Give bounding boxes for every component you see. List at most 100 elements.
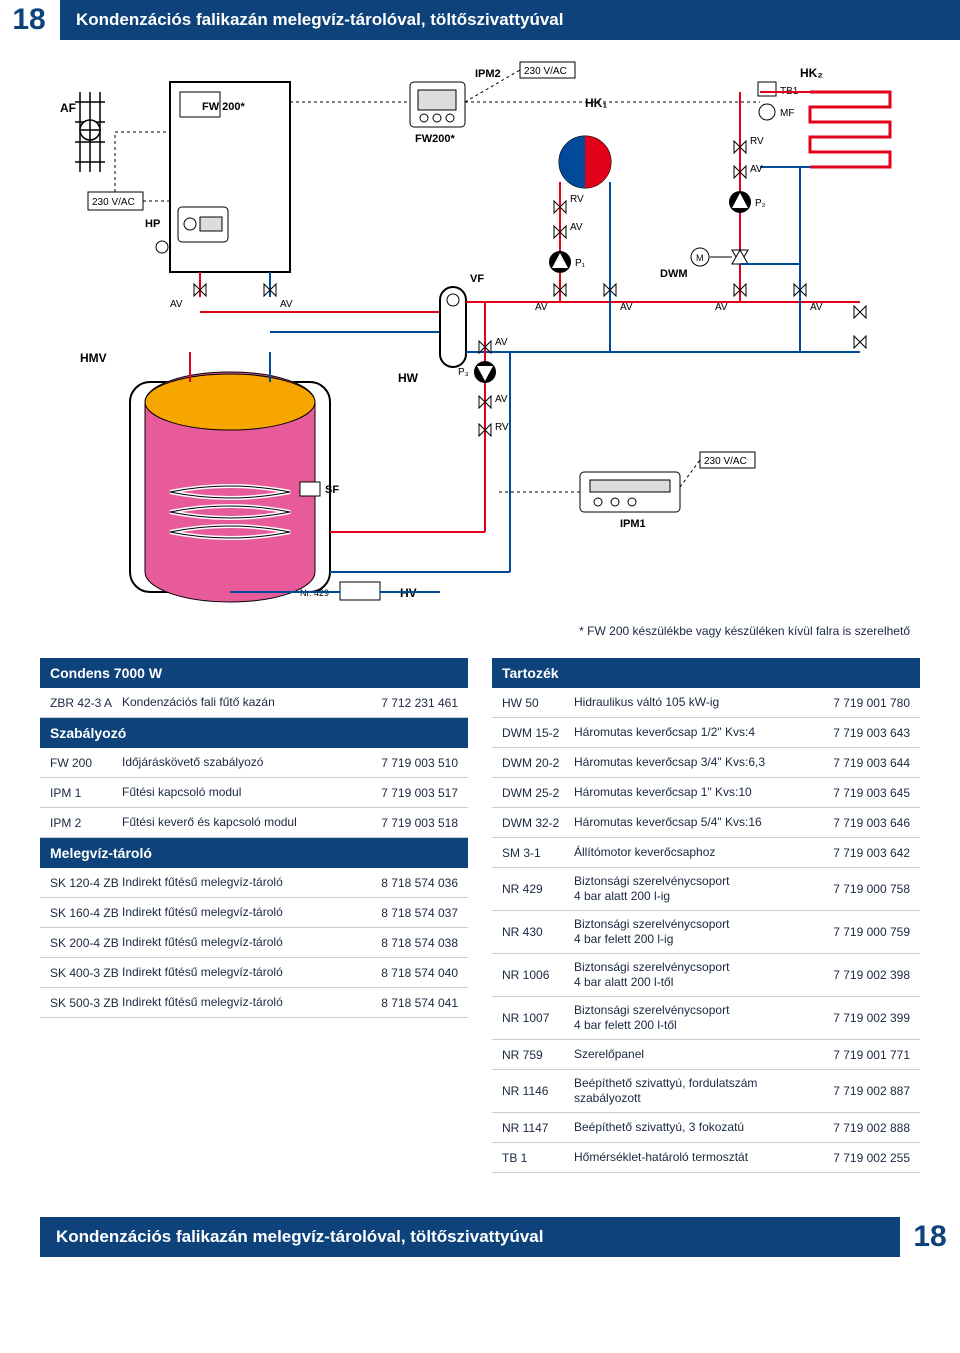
row-description: Biztonsági szerelvénycsoport 4 bar alatt… <box>574 960 818 990</box>
table-row: FW 200Időjáráskövető szabályozó7 719 003… <box>40 748 468 778</box>
table-row: SM 3-1Állítómotor keverőcsaphoz7 719 003… <box>492 838 920 868</box>
row-code: NR 429 <box>502 882 574 896</box>
row-description: Fűtési keverő és kapcsoló modul <box>122 815 366 830</box>
row-partnumber: 7 719 000 759 <box>818 925 910 939</box>
diag-label-av5: AV <box>620 302 633 313</box>
diag-label-av6: AV <box>750 164 763 175</box>
svg-text:M: M <box>696 253 704 263</box>
row-description: Indirekt fűtésű melegvíz-tároló <box>122 875 366 890</box>
table-row: NR 1146Beépíthető szivattyú, fordulatszá… <box>492 1070 920 1113</box>
diag-label-hk1: HK₁ <box>585 96 607 110</box>
row-partnumber: 7 719 003 645 <box>818 786 910 800</box>
diag-label-av3: AV <box>570 222 583 233</box>
diag-label-ipm1: IPM1 <box>620 518 646 530</box>
page-number-top: 18 <box>0 0 60 40</box>
row-description: Biztonsági szerelvénycsoport 4 bar alatt… <box>574 874 818 904</box>
row-description: Háromutas keverőcsap 5/4" Kvs:16 <box>574 815 818 830</box>
row-description: Fűtési kapcsoló modul <box>122 785 366 800</box>
row-code: DWM 32-2 <box>502 816 574 830</box>
row-partnumber: 7 719 003 642 <box>818 846 910 860</box>
row-partnumber: 7 719 002 888 <box>818 1121 910 1135</box>
row-code: SM 3-1 <box>502 846 574 860</box>
row-description: Állítómotor keverőcsaphoz <box>574 845 818 860</box>
row-partnumber: 7 719 003 510 <box>366 756 458 770</box>
diag-label-p1: P₁ <box>575 258 586 269</box>
row-partnumber: 7 719 003 646 <box>818 816 910 830</box>
diagram-footnote: * FW 200 készülékbe vagy készüléken kívü… <box>0 620 960 658</box>
row-description: Indirekt fűtésű melegvíz-tároló <box>122 965 366 980</box>
table-row: SK 120-4 ZBIndirekt fűtésű melegvíz-táro… <box>40 868 468 898</box>
table-row: SK 400-3 ZBIndirekt fűtésű melegvíz-táro… <box>40 958 468 988</box>
table-row: IPM 2Fűtési keverő és kapcsoló modul7 71… <box>40 808 468 838</box>
row-partnumber: 7 719 002 255 <box>818 1151 910 1165</box>
table-row: DWM 32-2Háromutas keverőcsap 5/4" Kvs:16… <box>492 808 920 838</box>
row-description: Biztonsági szerelvénycsoport 4 bar felet… <box>574 917 818 947</box>
table-section-header: Tartozék <box>492 658 920 688</box>
row-code: SK 500-3 ZB <box>50 996 122 1010</box>
row-description: Beépíthető szivattyú, 3 fokozatú <box>574 1120 818 1135</box>
diag-label-hp: HP <box>145 218 160 230</box>
diag-label-sf: SF <box>325 484 339 496</box>
row-partnumber: 7 719 002 399 <box>818 1011 910 1025</box>
diag-label-av1: AV <box>170 299 183 310</box>
diag-label-fw200a: FW 200* <box>202 101 246 113</box>
row-partnumber: 7 719 003 643 <box>818 726 910 740</box>
page-footer: Kondenzációs falikazán melegvíz-tárolóva… <box>0 1217 960 1257</box>
diag-label-av4: AV <box>535 302 548 313</box>
table-row: HW 50Hidraulikus váltó 105 kW-ig7 719 00… <box>492 688 920 718</box>
table-row: NR 430Biztonsági szerelvénycsoport 4 bar… <box>492 911 920 954</box>
row-partnumber: 7 719 003 518 <box>366 816 458 830</box>
row-description: Indirekt fűtésű melegvíz-tároló <box>122 935 366 950</box>
table-row: SK 160-4 ZBIndirekt fűtésű melegvíz-táro… <box>40 898 468 928</box>
row-code: SK 160-4 ZB <box>50 906 122 920</box>
table-row: NR 429Biztonsági szerelvénycsoport 4 bar… <box>492 868 920 911</box>
right-table-column: TartozékHW 50Hidraulikus váltó 105 kW-ig… <box>492 658 920 1173</box>
row-description: Indirekt fűtésű melegvíz-tároló <box>122 995 366 1010</box>
footer-title: Kondenzációs falikazán melegvíz-tárolóva… <box>40 1217 900 1257</box>
row-partnumber: 7 719 002 887 <box>818 1084 910 1098</box>
row-description: Biztonsági szerelvénycsoport 4 bar felet… <box>574 1003 818 1033</box>
row-partnumber: 7 719 001 780 <box>818 696 910 710</box>
row-description: Háromutas keverőcsap 3/4" Kvs:6,3 <box>574 755 818 770</box>
table-section-header: Szabályozó <box>40 718 468 748</box>
diag-label-230vac-1: 230 V/AC <box>92 197 135 208</box>
diag-label-230vac-2: 230 V/AC <box>524 66 567 77</box>
diag-label-rv1: RV <box>570 194 584 205</box>
row-code: SK 120-4 ZB <box>50 876 122 890</box>
row-description: Indirekt fűtésű melegvíz-tároló <box>122 905 366 920</box>
table-row: NR 1007Biztonsági szerelvénycsoport 4 ba… <box>492 997 920 1040</box>
diag-label-fw200b: FW200* <box>415 133 455 145</box>
row-code: DWM 15-2 <box>502 726 574 740</box>
row-code: DWM 25-2 <box>502 786 574 800</box>
table-row: DWM 20-2Háromutas keverőcsap 3/4" Kvs:6,… <box>492 748 920 778</box>
row-code: ZBR 42-3 A <box>50 696 122 710</box>
diag-label-ipm2: IPM2 <box>475 68 501 80</box>
row-partnumber: 8 718 574 036 <box>366 876 458 890</box>
row-description: Hőmérséklet-határoló termosztát <box>574 1150 818 1165</box>
row-code: NR 1147 <box>502 1121 574 1135</box>
row-partnumber: 7 719 003 517 <box>366 786 458 800</box>
diag-label-p3: P₃ <box>458 367 469 378</box>
row-description: Szerelőpanel <box>574 1047 818 1062</box>
diag-label-av7: AV <box>715 302 728 313</box>
row-partnumber: 8 718 574 038 <box>366 936 458 950</box>
table-section-header: Melegvíz-tároló <box>40 838 468 868</box>
row-description: Beépíthető szivattyú, fordulatszám szabá… <box>574 1076 818 1106</box>
product-tables: Condens 7000 WZBR 42-3 AKondenzációs fal… <box>0 658 960 1197</box>
row-code: FW 200 <box>50 756 122 770</box>
diag-label-af: AF <box>60 101 76 115</box>
row-partnumber: 8 718 574 037 <box>366 906 458 920</box>
row-code: NR 430 <box>502 925 574 939</box>
table-row: SK 200-4 ZBIndirekt fűtésű melegvíz-táro… <box>40 928 468 958</box>
table-row: ZBR 42-3 AKondenzációs fali fűtő kazán7 … <box>40 688 468 718</box>
row-code: SK 200-4 ZB <box>50 936 122 950</box>
row-description: Időjáráskövető szabályozó <box>122 755 366 770</box>
diag-label-dwm: DWM <box>660 268 688 280</box>
row-code: IPM 2 <box>50 816 122 830</box>
row-partnumber: 8 718 574 040 <box>366 966 458 980</box>
diag-label-hmv: HMV <box>80 351 107 365</box>
diag-label-hk2: HK₂ <box>800 66 823 80</box>
table-row: SK 500-3 ZBIndirekt fűtésű melegvíz-táro… <box>40 988 468 1018</box>
row-partnumber: 7 719 000 758 <box>818 882 910 896</box>
page-header: 18 Kondenzációs falikazán melegvíz-tárol… <box>0 0 960 40</box>
